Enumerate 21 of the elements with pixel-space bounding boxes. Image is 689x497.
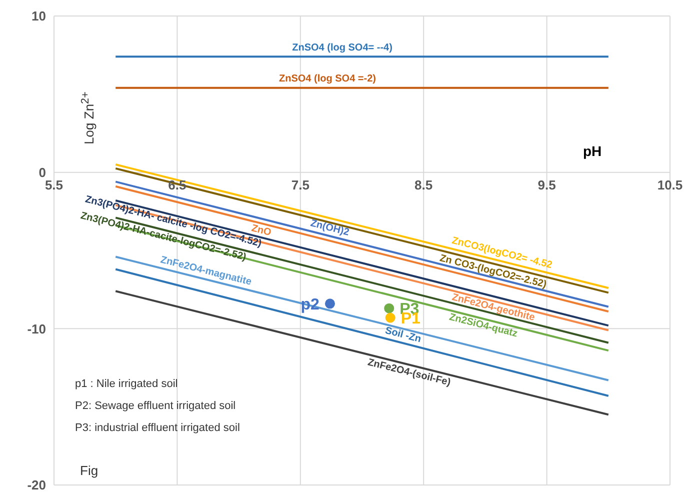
text: Soil -Zn — [384, 325, 423, 345]
point — [324, 298, 335, 309]
x-tick-label: 8.5 — [414, 177, 433, 192]
annotation: P3: industrial effluent irrigated soil — [75, 422, 240, 434]
x-axis-title: pH — [583, 143, 602, 159]
point — [385, 312, 396, 323]
annotation: Fig — [80, 463, 98, 478]
x-tick-label: 9.5 — [538, 177, 556, 192]
y-tick-label: -10 — [27, 321, 46, 336]
x-tick-label: 7.5 — [291, 177, 310, 192]
y-tick-label: -20 — [27, 478, 46, 493]
y-tick-label: 10 — [32, 8, 46, 24]
annotation: P2: Sewage effluent irrigated soil — [75, 400, 236, 412]
text: Zn(OH)2 — [308, 218, 350, 239]
y-tick-label: 0 — [38, 164, 46, 180]
x-tick-label: 10.5 — [657, 177, 683, 192]
series-label: ZnSO4 (log SO4= --4) — [292, 42, 392, 54]
series-label: ZnSO4 (log SO4 =-2) — [279, 73, 376, 84]
annotation: p1 : Nile irrigated soil — [75, 378, 178, 390]
x-tick-label: 5.5 — [44, 177, 64, 192]
point — [384, 303, 394, 314]
